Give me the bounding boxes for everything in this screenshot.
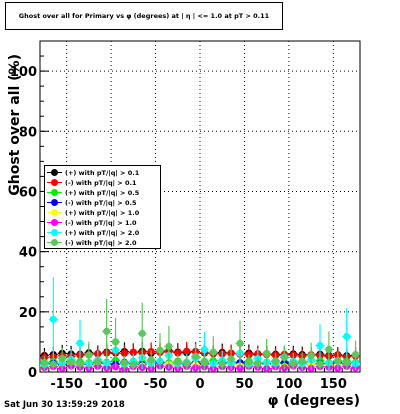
data-point: [111, 338, 120, 346]
data-point: [298, 357, 306, 365]
data-point: [76, 339, 84, 347]
legend-entry: (+) with pT/|q| > 0.1: [45, 168, 160, 178]
y-tick-label: 0: [28, 366, 37, 381]
data-point: [191, 352, 200, 360]
x-tick-label: -150: [50, 377, 83, 392]
legend-marker-icon: [47, 219, 62, 226]
legend-entry: (-) with pT/|q| > 0.1: [45, 178, 160, 188]
legend-label: (-) with pT/|q| > 2.0: [65, 239, 137, 247]
y-tick-label: 60: [19, 185, 37, 200]
data-point: [156, 346, 164, 354]
legend-label: (-) with pT/|q| > 0.1: [65, 179, 137, 187]
legend-entry: (-) with pT/|q| > 0.5: [45, 198, 160, 208]
legend-entry: (-) with pT/|q| > 2.0: [45, 238, 160, 248]
data-point: [236, 339, 244, 348]
data-point: [263, 350, 271, 358]
legend-entry: (+) with pT/|q| > 2.0: [45, 228, 160, 238]
data-point: [85, 351, 93, 359]
legend-entry: (+) with pT/|q| > 1.0: [45, 208, 160, 218]
series-group: [40, 298, 360, 371]
y-tick-label: 20: [19, 306, 37, 321]
data-point: [245, 358, 253, 366]
legend-marker-icon: [47, 169, 62, 176]
y-axis-label: Ghost over all (%): [7, 54, 23, 196]
data-point: [289, 359, 297, 367]
legend-marker-icon: [47, 209, 62, 216]
data-point: [49, 360, 57, 368]
x-tick-label: 100: [275, 377, 302, 392]
y-tick-label: 40: [19, 246, 37, 261]
legend-entry: (-) with pT/|q| > 1.0: [45, 218, 160, 228]
data-point: [183, 347, 191, 355]
y-tick-label: 100: [10, 65, 37, 80]
data-point: [271, 357, 280, 366]
chart-title: Ghost over all for Primary vs φ (degrees…: [18, 12, 270, 20]
timestamp: Sat Jun 30 13:59:29 2018: [4, 400, 125, 410]
data-point: [209, 348, 217, 356]
data-point: [138, 329, 146, 338]
legend-marker-icon: [47, 229, 62, 236]
data-point: [165, 342, 173, 351]
data-point: [307, 352, 315, 360]
data-point: [129, 360, 137, 369]
data-point: [129, 348, 137, 356]
data-point: [280, 353, 289, 362]
data-point: [325, 345, 333, 354]
y-tick-label: 80: [19, 125, 37, 140]
x-tick-label: -50: [144, 377, 168, 392]
data-point: [200, 346, 209, 354]
chart-legend: (+) with pT/|q| > 0.1 (-) with pT/|q| > 0…: [44, 165, 161, 249]
data-point: [316, 360, 324, 368]
data-point: [227, 355, 235, 363]
data-point: [334, 356, 342, 365]
data-point: [200, 359, 209, 367]
legend-label: (+) with pT/|q| > 0.5: [65, 189, 140, 197]
data-point: [103, 327, 111, 335]
legend-marker-icon: [47, 239, 62, 246]
data-point: [343, 332, 351, 341]
chart-title-box: Ghost over all for Primary vs φ (degrees…: [5, 2, 283, 30]
legend-entry: (+) with pT/|q| > 0.5: [45, 188, 160, 198]
data-point: [316, 341, 324, 350]
legend-marker-icon: [47, 189, 62, 196]
legend-label: (+) with pT/|q| > 1.0: [65, 209, 140, 217]
data-point: [49, 315, 57, 323]
legend-label: (+) with pT/|q| > 2.0: [65, 229, 140, 237]
legend-label: (-) with pT/|q| > 1.0: [65, 219, 137, 227]
data-point: [351, 350, 360, 359]
x-tick-label: 150: [320, 377, 347, 392]
legend-marker-icon: [47, 199, 62, 206]
x-tick-label: -100: [95, 377, 128, 392]
data-point: [120, 349, 129, 357]
data-point: [174, 349, 182, 357]
data-point: [218, 360, 226, 368]
x-tick-label: 0: [195, 377, 204, 392]
data-point: [76, 359, 84, 368]
x-axis-label: φ (degrees): [268, 393, 360, 409]
data-point: [254, 359, 262, 368]
legend-label: (+) with pT/|q| > 0.1: [65, 169, 140, 177]
x-tick-label: 50: [235, 377, 253, 392]
legend-label: (-) with pT/|q| > 0.5: [65, 199, 137, 207]
legend-marker-icon: [47, 179, 62, 186]
data-point: [343, 359, 351, 367]
data-point: [174, 358, 182, 366]
data-point: [58, 354, 66, 363]
data-point: [40, 359, 49, 367]
data-point: [120, 359, 129, 367]
data-point: [67, 358, 75, 366]
data-point: [183, 359, 191, 367]
data-point: [147, 356, 155, 364]
data-point: [94, 358, 102, 366]
